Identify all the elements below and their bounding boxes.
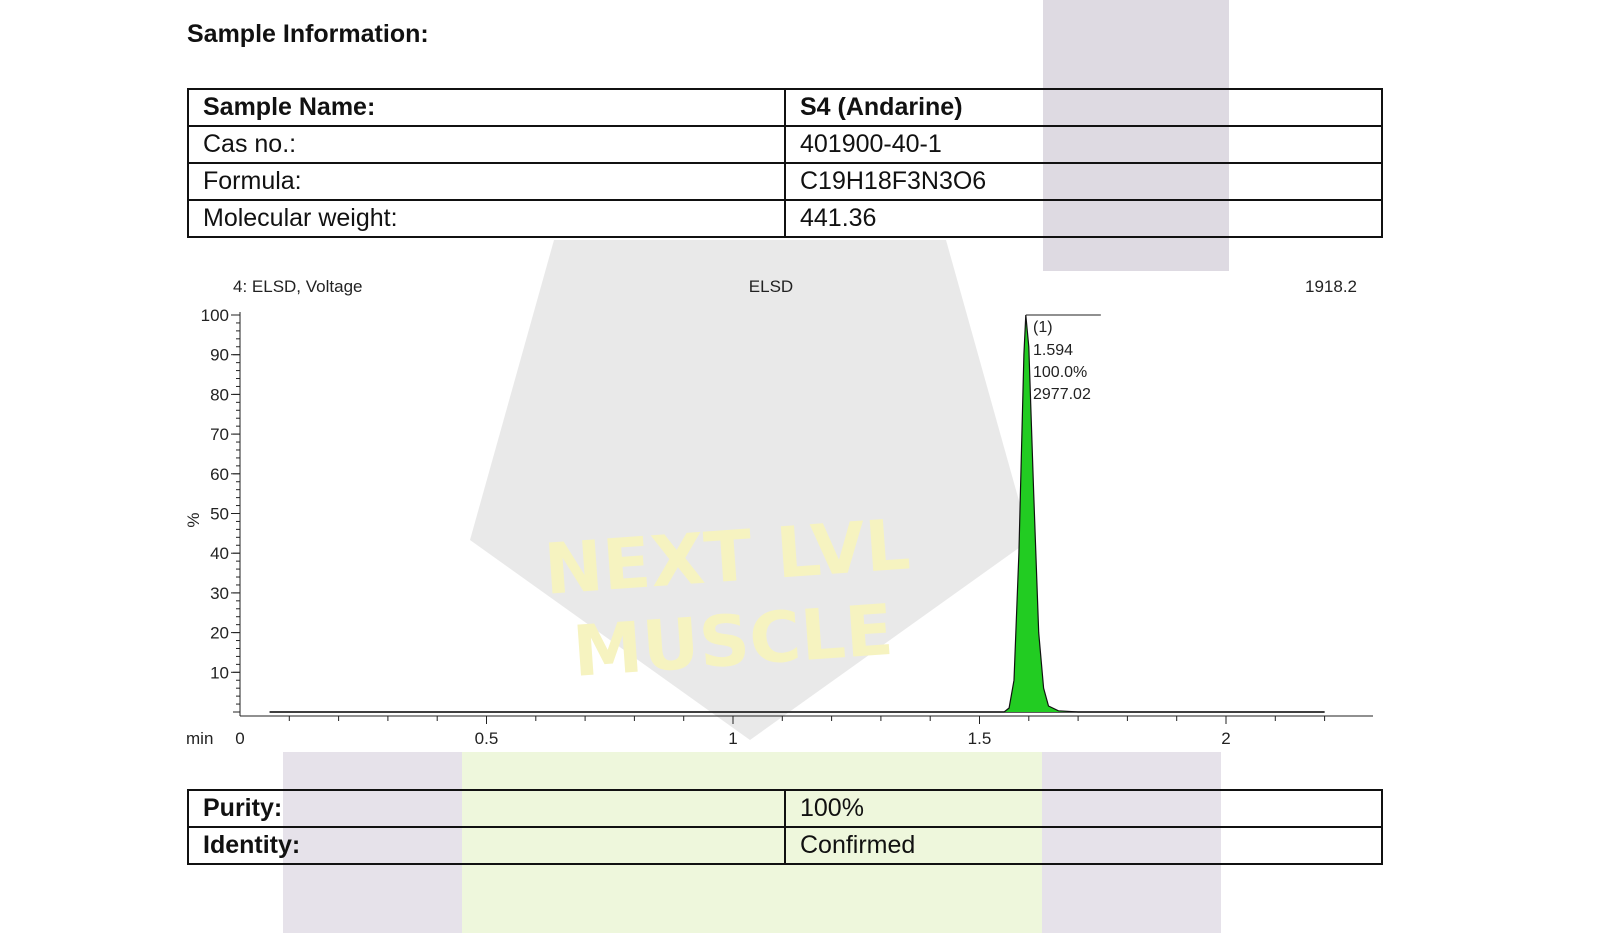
row-value: 100% <box>784 789 1383 828</box>
peak-label: (1) <box>1033 319 1053 336</box>
peak-area: 2977.02 <box>1033 386 1091 403</box>
y-tick-label: 50 <box>210 505 229 524</box>
x-tick-label: 0.5 <box>475 729 499 748</box>
x-axis-label: min <box>186 729 213 748</box>
x-tick-label: 2 <box>1221 729 1230 748</box>
x-tick-label: 0 <box>235 729 244 748</box>
y-tick-label: 70 <box>210 425 229 444</box>
result-table: Purity: 100% Identity: Confirmed <box>187 789 1383 865</box>
y-tick-label: 40 <box>210 544 229 563</box>
y-tick-label: 90 <box>210 346 229 365</box>
sample-info-table: Sample Name: S4 (Andarine) Cas no.: 401900-… <box>187 88 1383 238</box>
table-row: Formula: C19H18F3N3O6 <box>187 162 1383 201</box>
row-value: S4 (Andarine) <box>784 88 1383 127</box>
table-row: Purity: 100% <box>187 789 1383 828</box>
y-tick-label: 30 <box>210 584 229 603</box>
row-label: Cas no.: <box>187 125 786 164</box>
table-row: Identity: Confirmed <box>187 826 1383 865</box>
row-value: Confirmed <box>784 826 1383 865</box>
row-value: 441.36 <box>784 199 1383 238</box>
y-tick-label: 10 <box>210 663 229 682</box>
x-tick-label: 1 <box>728 729 737 748</box>
row-label: Purity: <box>187 789 786 828</box>
section-title: Sample Information: <box>187 20 429 48</box>
y-tick-label: 100 <box>201 306 229 325</box>
table-row: Cas no.: 401900-40-1 <box>187 125 1383 164</box>
peak-area-pct: 100.0% <box>1033 364 1087 381</box>
chart-header-center: ELSD <box>749 277 793 296</box>
series-line <box>269 314 1325 713</box>
row-label: Sample Name: <box>187 88 786 127</box>
row-label: Formula: <box>187 162 786 201</box>
table-row: Molecular weight: 441.36 <box>187 199 1383 238</box>
row-value: C19H18F3N3O6 <box>784 162 1383 201</box>
chart-header-right: 1918.2 <box>1305 277 1357 296</box>
peak-rt: 1.594 <box>1033 342 1073 359</box>
y-axis-label: % <box>184 512 203 527</box>
row-value: 401900-40-1 <box>784 125 1383 164</box>
row-label: Molecular weight: <box>187 199 786 238</box>
row-label: Identity: <box>187 826 786 865</box>
table-row: Sample Name: S4 (Andarine) <box>187 88 1383 127</box>
x-tick-label: 1.5 <box>968 729 992 748</box>
chart-header-left: 4: ELSD, Voltage <box>233 277 362 296</box>
y-tick-label: 20 <box>210 624 229 643</box>
y-tick-label: 60 <box>210 465 229 484</box>
y-tick-label: 80 <box>210 385 229 404</box>
